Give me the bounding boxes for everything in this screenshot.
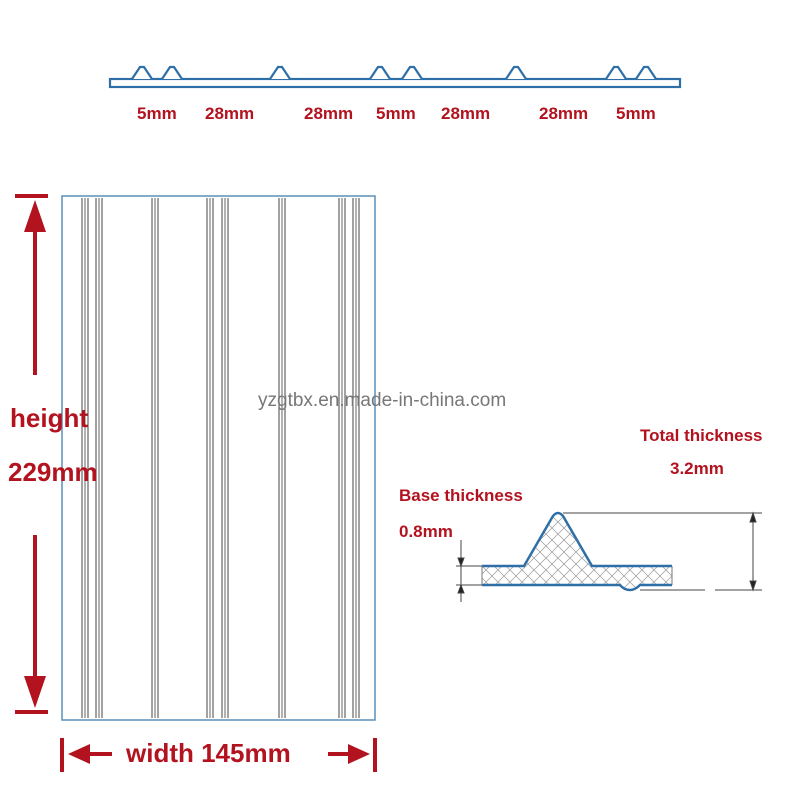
rib-peak [605, 65, 627, 80]
spacing-label: 5mm [376, 104, 416, 123]
rib-peak [369, 65, 391, 80]
panel-front-view [61, 195, 376, 721]
width-label: width 145mm [126, 738, 291, 768]
spacing-label: 5mm [137, 104, 177, 123]
height-label: height [10, 403, 88, 433]
spacing-label: 28mm [205, 104, 255, 123]
width-dimension-arrow [60, 738, 377, 772]
cross-section-drawing [456, 511, 762, 602]
spacing-label: 28mm [441, 104, 491, 123]
rib-profile-drawing [108, 65, 682, 89]
base-thickness-label: Base thickness [399, 486, 523, 505]
watermark: yzgtbx.en.made-in-china.com [258, 390, 507, 411]
spacing-label: 28mm [539, 104, 589, 123]
rib-peak [269, 65, 291, 80]
rib-peak [505, 65, 527, 80]
total-thickness-value: 3.2mm [670, 459, 724, 478]
rib-peak [161, 65, 183, 80]
rib-peak [635, 65, 657, 80]
rib-peak [131, 65, 153, 80]
base-thickness-value: 0.8mm [399, 522, 453, 541]
spacing-label: 28mm [304, 104, 354, 123]
height-value: 229mm [8, 457, 98, 487]
height-dimension-arrow [15, 194, 48, 714]
total-thickness-label: Total thickness [640, 426, 763, 445]
rib-peak [401, 65, 423, 80]
spacing-label: 5mm [616, 104, 656, 123]
